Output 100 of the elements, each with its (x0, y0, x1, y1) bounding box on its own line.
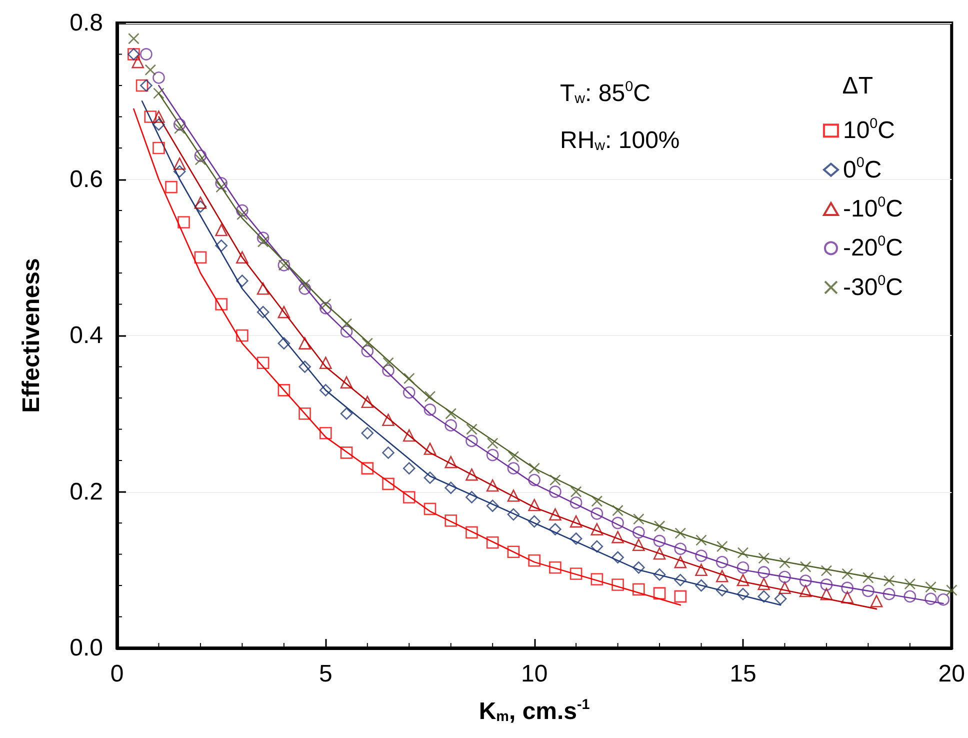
point (925, 581, 936, 593)
point (340, 325, 353, 338)
point (298, 282, 311, 295)
point (256, 232, 270, 244)
point (278, 306, 290, 318)
point (758, 578, 770, 590)
point (424, 404, 436, 416)
point (674, 556, 687, 568)
point (178, 216, 190, 228)
point (820, 565, 832, 576)
point (695, 579, 708, 592)
point (340, 446, 353, 459)
point (486, 438, 498, 449)
point (695, 564, 708, 576)
y-tick-label: 0.4 (70, 322, 103, 349)
point (508, 450, 520, 462)
point (862, 572, 874, 584)
point (653, 547, 666, 560)
point (361, 427, 374, 440)
point (612, 530, 624, 544)
point (674, 528, 686, 539)
legend-title: ΔT (842, 72, 874, 100)
point (466, 526, 478, 539)
point (570, 568, 582, 580)
point (736, 561, 750, 574)
point (256, 282, 270, 295)
point (654, 520, 666, 532)
point (799, 584, 812, 598)
point (445, 408, 457, 420)
point (466, 468, 478, 481)
point (152, 142, 165, 154)
point (800, 561, 812, 572)
point (696, 534, 707, 546)
point (152, 72, 165, 84)
point (444, 419, 458, 432)
point (152, 110, 165, 123)
x-tick-label: 20 (938, 660, 966, 688)
point (278, 337, 290, 350)
point (236, 208, 248, 220)
point (528, 515, 540, 528)
point (298, 360, 311, 373)
point (298, 407, 311, 420)
point (549, 561, 562, 574)
point (382, 446, 394, 459)
point (674, 542, 687, 555)
point (716, 570, 728, 582)
point (842, 568, 853, 580)
point (862, 584, 874, 598)
point (612, 551, 624, 564)
point (215, 224, 228, 236)
point (236, 274, 248, 287)
point (590, 523, 604, 536)
point (612, 578, 624, 591)
point (136, 79, 148, 92)
point (904, 590, 916, 603)
point (612, 516, 624, 530)
point (444, 482, 458, 494)
point (362, 338, 374, 349)
point (257, 236, 269, 248)
y-tick-label: 0.8 (70, 10, 103, 36)
point (778, 570, 791, 584)
point (140, 79, 152, 92)
point (632, 583, 645, 596)
point (570, 532, 582, 545)
point (549, 523, 562, 536)
point (140, 48, 152, 60)
point (591, 495, 603, 507)
point (841, 582, 854, 594)
point (779, 557, 790, 568)
point (320, 302, 332, 314)
point (215, 240, 228, 252)
point (402, 429, 416, 442)
point (653, 534, 666, 548)
point (173, 118, 186, 131)
point (144, 110, 157, 123)
point (799, 574, 812, 587)
point (466, 434, 478, 448)
point (320, 356, 332, 369)
point (402, 462, 416, 474)
point (841, 591, 854, 604)
point (382, 414, 394, 426)
point (736, 588, 750, 600)
point (215, 177, 228, 190)
point (173, 157, 186, 170)
point (444, 514, 458, 527)
point (590, 573, 604, 586)
point (486, 500, 499, 512)
point (194, 200, 207, 213)
point (299, 279, 310, 290)
point (758, 552, 770, 564)
point (882, 588, 896, 600)
point (528, 474, 540, 486)
point (194, 154, 206, 166)
point (946, 584, 958, 596)
y-tick-label: 0.0 (70, 634, 103, 662)
point (152, 118, 165, 131)
point (444, 456, 458, 468)
point (674, 574, 687, 586)
point (236, 251, 248, 264)
y-axis-title: Effectiveness (18, 258, 45, 413)
